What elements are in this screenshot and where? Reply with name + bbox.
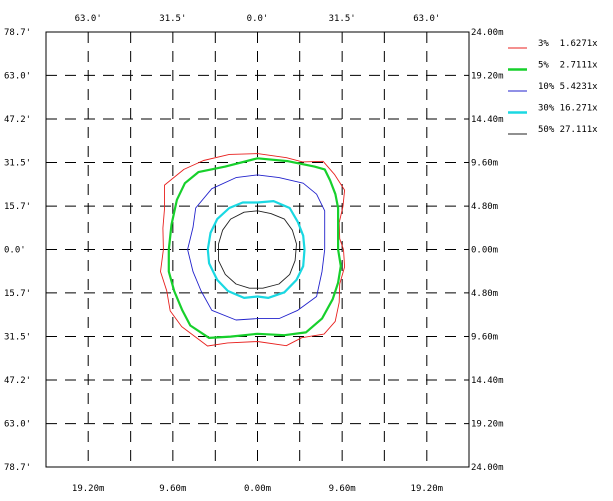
tick-layer: 63.0' 31.5' 0.0' 31.5' 63.0' 19.20m 9.60m 0.00m… <box>4 14 504 494</box>
series-layer <box>160 153 346 347</box>
legend-label: 10% 5.4231x <box>538 82 598 92</box>
y-left-tick-label: 63.0' <box>4 71 31 81</box>
series-contour-1 <box>160 153 346 347</box>
x-top-tick-label: 63.0' <box>75 14 102 24</box>
y-left-tick-label: 31.5' <box>4 333 31 343</box>
x-top-tick-label: 31.5' <box>159 14 186 24</box>
x-bottom-tick-label: 9.60m <box>329 484 356 494</box>
series-contour-4 <box>206 200 306 299</box>
y-right-tick-label: 24.00m <box>471 463 504 473</box>
y-right-tick-label: 14.40m <box>471 376 504 386</box>
x-bottom-tick-label: 19.20m <box>72 484 105 494</box>
y-right-tick-label: 4.80m <box>471 202 498 212</box>
x-bottom-tick-label: 9.60m <box>159 484 186 494</box>
y-left-tick-label: 63.0' <box>4 420 31 430</box>
y-right-tick-label: 14.40m <box>471 115 504 125</box>
y-left-tick-label: 78.7' <box>4 463 31 473</box>
series-contour-3 <box>187 174 326 321</box>
series-contour-5 <box>218 210 297 289</box>
y-left-tick-label: 15.7' <box>4 202 31 212</box>
y-left-tick-label: 15.7' <box>4 289 31 299</box>
y-left-tick-label: 0.0' <box>4 246 26 256</box>
legend: 3% 1.6271x 5% 2.7111x 10% 5.4231x 30% 16.27… <box>508 39 598 135</box>
y-left-tick-label: 47.2' <box>4 376 31 386</box>
x-top-tick-label: 31.5' <box>329 14 356 24</box>
x-top-tick-label: 0.0' <box>247 14 269 24</box>
y-left-tick-label: 47.2' <box>4 115 31 125</box>
legend-label: 5% 2.7111x <box>538 61 598 71</box>
x-bottom-tick-label: 19.20m <box>411 484 444 494</box>
y-right-tick-label: 9.60m <box>471 333 498 343</box>
legend-label: 50% 27.111x <box>538 125 598 135</box>
grid-layer <box>46 32 469 467</box>
y-left-tick-label: 78.7' <box>4 28 31 38</box>
y-right-tick-label: 9.60m <box>471 158 498 168</box>
plot-frame <box>45 31 470 468</box>
x-bottom-tick-label: 0.00m <box>244 484 271 494</box>
y-right-tick-label: 24.00m <box>471 28 504 38</box>
legend-label: 3% 1.6271x <box>538 39 598 49</box>
legend-label: 30% 16.271x <box>538 104 598 114</box>
y-right-tick-label: 19.20m <box>471 71 504 81</box>
y-left-tick-label: 31.5' <box>4 158 31 168</box>
x-top-tick-label: 63.0' <box>413 14 440 24</box>
series-contour-2 <box>167 157 342 339</box>
y-right-tick-label: 19.20m <box>471 420 504 430</box>
y-right-tick-label: 4.80m <box>471 289 498 299</box>
y-right-tick-label: 0.00m <box>471 246 498 256</box>
